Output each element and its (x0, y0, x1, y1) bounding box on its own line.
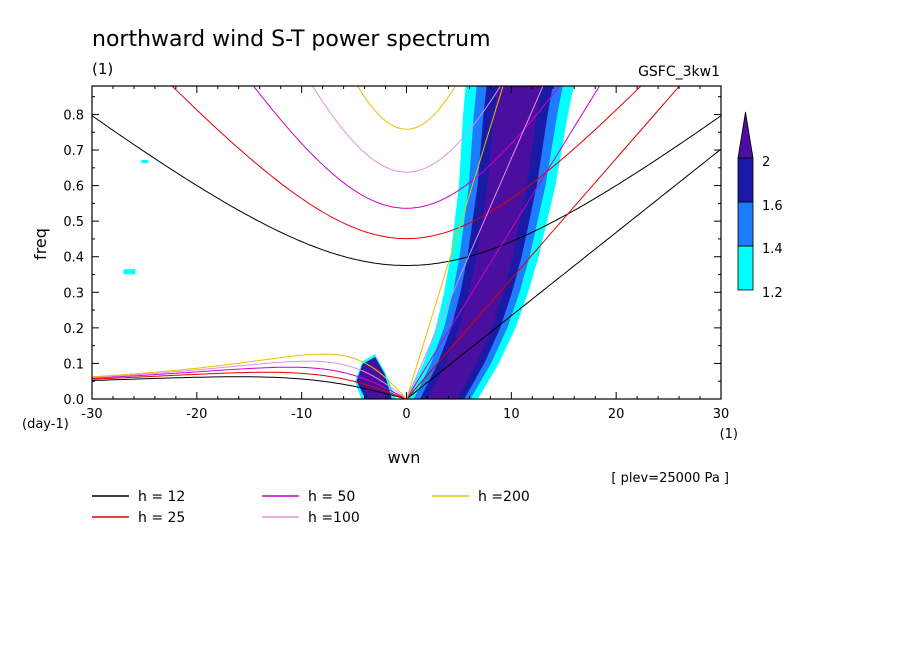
colorbar-label: 1.2 (762, 286, 783, 301)
colorbar-label: 1.4 (762, 242, 783, 257)
legend: h = 12 h = 25 h = 50 h =100 h =200 (92, 489, 530, 526)
curve-kelvin-h100 (406, 86, 544, 399)
curve-gravity-h50 (252, 86, 561, 209)
title-unit: (1) (92, 60, 113, 78)
power-patch (123, 269, 136, 275)
colorbar-arrow (737, 111, 754, 159)
curve-rossby-h200 (92, 353, 407, 399)
chart-title: northward wind S-T power spectrum (92, 27, 491, 52)
curve-gravity-h12 (92, 115, 721, 266)
y-tick-label: 0.8 (63, 108, 84, 123)
y-tick-label: 0.1 (63, 357, 84, 372)
x-tick-label: -10 (291, 407, 312, 422)
x-tick-label: 30 (713, 407, 730, 422)
y-tick-label: 0.2 (63, 322, 84, 337)
curve-kelvin-h200 (406, 86, 504, 399)
curve-kelvin-h12 (406, 148, 721, 399)
y-axis: 0.0 0.1 0.2 0.3 0.4 0.5 0.6 0.7 0.8 (63, 96, 721, 408)
curve-rossby-h25 (92, 371, 407, 399)
curve-rossby-h100 (92, 360, 407, 399)
y-tick-label: 0.4 (63, 251, 84, 266)
curve-gravity-h25 (171, 86, 642, 240)
colorbar-box (737, 245, 754, 291)
curve-gravity-h200 (356, 86, 457, 130)
colorbar-box (737, 157, 754, 203)
x-tick-label: -20 (186, 407, 207, 422)
power-patch (141, 160, 149, 163)
y-tick-label: 0.0 (63, 393, 84, 408)
colorbar-label: 2 (762, 155, 770, 170)
y-tick-label: 0.5 (63, 215, 84, 230)
plot-frame (91, 85, 722, 400)
power-region-2 (427, 86, 542, 399)
plev-label: [ plev=25000 Pa ] (611, 471, 729, 486)
curve-kelvin-h25 (406, 86, 681, 399)
x-tick-label: 10 (503, 407, 520, 422)
x-axis-label: wvn (388, 448, 421, 467)
x-axis-unit: (1) (720, 427, 738, 442)
y-tick-label: 0.7 (63, 144, 84, 159)
model-label: GSFC_3kw1 (638, 64, 720, 80)
legend-label: h = 25 (138, 510, 185, 526)
x-tick-label: 20 (608, 407, 625, 422)
plot-area (92, 86, 721, 399)
y-tick-label: 0.3 (63, 286, 84, 301)
legend-label: h =100 (308, 510, 360, 526)
curve-rossby-h12 (92, 376, 407, 399)
x-tick-label: 0 (402, 407, 410, 422)
legend-label: h = 12 (138, 489, 185, 505)
y-tick-label: 0.6 (63, 180, 84, 195)
x-tick-label: -30 (81, 407, 102, 422)
power-regions (123, 86, 574, 399)
colorbar-box (737, 201, 754, 247)
curve-rossby-h50 (92, 366, 407, 399)
curve-kelvin-h50 (406, 86, 601, 399)
legend-label: h =200 (478, 489, 530, 505)
y-axis-label: freq (31, 228, 50, 260)
x-axis: -30 -20 -10 0 10 20 30 (81, 86, 729, 422)
dispersion-curves (92, 86, 721, 399)
colorbar: 1.2 1.4 1.6 2 (737, 111, 783, 301)
legend-label: h = 50 (308, 489, 355, 505)
colorbar-label: 1.6 (762, 199, 783, 214)
curve-gravity-h100 (311, 86, 502, 173)
y-axis-unit: (day-1) (22, 417, 69, 432)
